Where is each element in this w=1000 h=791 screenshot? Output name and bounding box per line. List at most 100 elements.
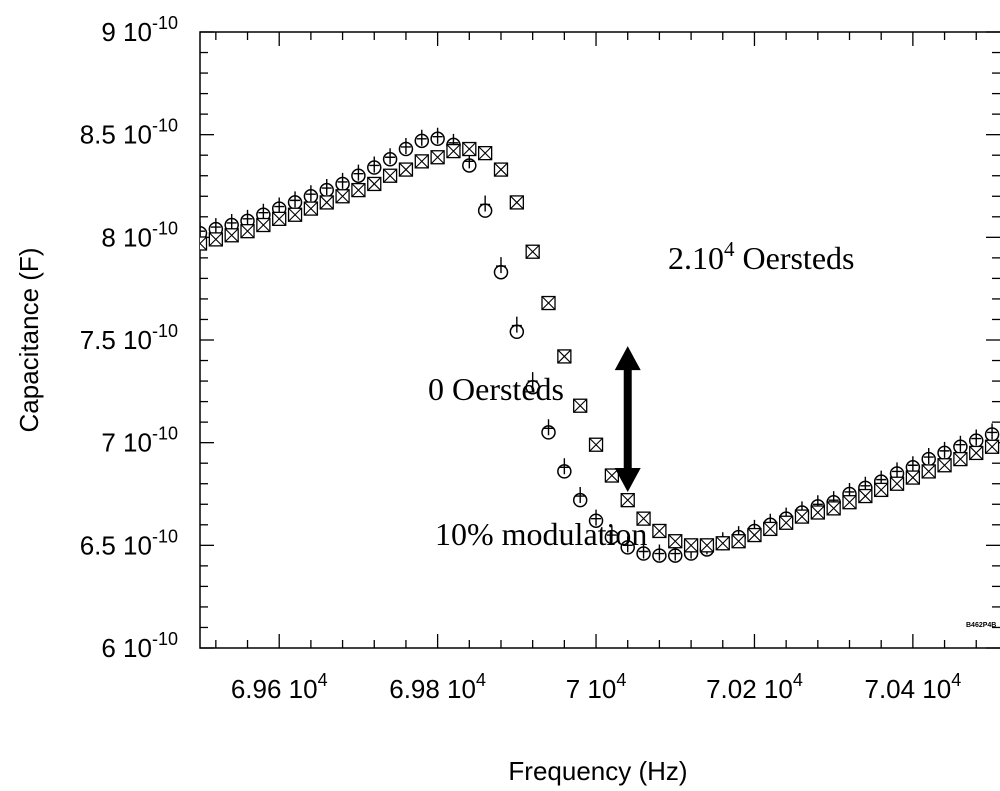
- data-point-box-cross: [842, 495, 857, 510]
- y-tick-label: 7 10-10: [101, 424, 178, 458]
- annotation-zero-field: 0 Oersteds: [428, 371, 564, 407]
- data-point-plus: [511, 316, 522, 333]
- data-point-box-cross: [367, 177, 382, 191]
- data-point-box-cross: [795, 509, 809, 524]
- data-point-box-cross: [399, 162, 413, 177]
- data-point-box-cross: [224, 228, 239, 243]
- data-point-box-cross: [509, 195, 524, 210]
- data-point-box-cross: [937, 458, 952, 473]
- data-point-box: [200, 236, 208, 251]
- data-point-box-cross: [430, 150, 445, 165]
- data-point-plus: [591, 509, 602, 526]
- data-point-plus: [210, 218, 221, 235]
- annotation-modulation: 10% modulation: [435, 516, 647, 552]
- data-point-box-cross: [319, 195, 334, 210]
- y-tick-label: 6.5 10-10: [80, 526, 178, 560]
- annotation-high-field-base: 2.10: [668, 240, 724, 276]
- data-point-box-cross: [747, 528, 762, 542]
- series-boxed-x: [200, 141, 1000, 553]
- data-point-box-cross: [715, 536, 730, 551]
- data-point-box-cross: [383, 168, 397, 183]
- y-tick-label: 7.5 10-10: [80, 321, 178, 355]
- data-point-box-cross: [700, 538, 714, 553]
- x-tick-label: 7 104: [566, 670, 627, 704]
- annotation-high-field-unit: Oersteds: [735, 240, 855, 276]
- data-point-box-cross: [414, 154, 429, 169]
- data-point-box-cross: [494, 162, 508, 177]
- data-point-plus: [654, 544, 665, 561]
- data-point-box-cross: [446, 144, 461, 158]
- data-point-plus: [200, 222, 205, 239]
- data-point-box-cross: [890, 476, 904, 491]
- data-point-box-cross: [668, 534, 683, 549]
- arrow-head-down: [614, 467, 641, 492]
- data-point-plus: [527, 372, 538, 389]
- data-point-plus: [606, 526, 617, 543]
- data-point-box-cross: [351, 183, 366, 197]
- data-point-plus: [290, 191, 301, 208]
- data-point-plus: [226, 213, 237, 230]
- x-tick-label: 7.04 104: [864, 670, 961, 704]
- data-point-plus: [258, 203, 269, 220]
- y-tick-label: 8 10-10: [101, 218, 178, 252]
- data-point-box-cross: [604, 468, 619, 483]
- data-point-box-cross: [858, 489, 873, 503]
- data-point-box-cross: [636, 511, 651, 526]
- data-point-plus: [480, 195, 491, 212]
- x-axis-title: Frequency (Hz): [508, 756, 687, 786]
- data-point-plus: [353, 164, 364, 181]
- data-point-plus: [923, 448, 934, 465]
- data-point-box-cross: [921, 464, 936, 479]
- data-point-box-cross: [810, 505, 825, 520]
- data-point-box-cross: [763, 522, 778, 536]
- data-point-plus: [385, 148, 396, 165]
- data-point-plus: [242, 209, 253, 226]
- data-point-plus: [892, 462, 903, 479]
- data-point-plus: [971, 429, 982, 446]
- data-point-box-cross: [335, 189, 350, 204]
- figure-code: B462P4B: [966, 622, 996, 629]
- data-point-plus: [321, 179, 332, 196]
- data-point-box-cross: [874, 483, 889, 497]
- y-tick-label: 8.5 10-10: [80, 116, 178, 150]
- data-point-plus: [337, 172, 348, 189]
- y-axis-title: Capacitance (F): [14, 248, 44, 433]
- x-tick-label: 6.96 104: [231, 670, 328, 704]
- x-tick-label: 7.02 104: [706, 670, 803, 704]
- data-point-box-cross: [779, 515, 794, 530]
- data-point-plus: [369, 156, 380, 173]
- data-point-box-cross: [240, 224, 255, 239]
- data-point-box-cross: [256, 218, 271, 232]
- x-tick-label: 6.98 104: [389, 670, 486, 704]
- data-point-plus: [305, 185, 316, 202]
- data-point-box-cross: [208, 232, 223, 247]
- annotation-high-field-exp: 4: [724, 237, 735, 261]
- data-point-box-cross: [200, 236, 207, 251]
- data-point-box-cross: [573, 398, 588, 413]
- series-circle: [200, 131, 1000, 563]
- data-point-plus: [495, 257, 506, 274]
- data-point-plus: [400, 137, 411, 154]
- y-tick-label: 6 10-10: [101, 629, 178, 663]
- y-tick-labels: 6 10-10 6.5 10-10 7 10-10 7.5 10-10 8 10-10 8…: [80, 13, 178, 663]
- plot-frame: [199, 31, 1000, 649]
- data-point-box-cross: [272, 211, 287, 226]
- series-layer: [200, 127, 1000, 563]
- data-point-box-cross: [589, 437, 603, 452]
- data-point-box-cross: [826, 501, 841, 516]
- data-point-box-cross: [985, 439, 999, 454]
- data-point-plus: [575, 487, 586, 504]
- annotation-high-field: 2.104 Oersteds: [668, 237, 854, 276]
- data-point-box-cross: [969, 446, 984, 460]
- axis-ticks: [200, 31, 1000, 649]
- data-point-box-cross: [953, 452, 968, 466]
- data-point-plus: [274, 197, 285, 214]
- data-point-box-cross: [462, 142, 477, 156]
- y-tick-label: 9 10-10: [101, 13, 178, 47]
- x-tick-labels: 6.96 104 6.98 104 7 104 7.02 104 7.04 104: [231, 670, 961, 704]
- data-point-plus: [955, 435, 966, 452]
- data-point-box-cross: [684, 538, 698, 553]
- data-point-box-cross: [304, 201, 318, 216]
- data-point-box-cross: [652, 524, 667, 538]
